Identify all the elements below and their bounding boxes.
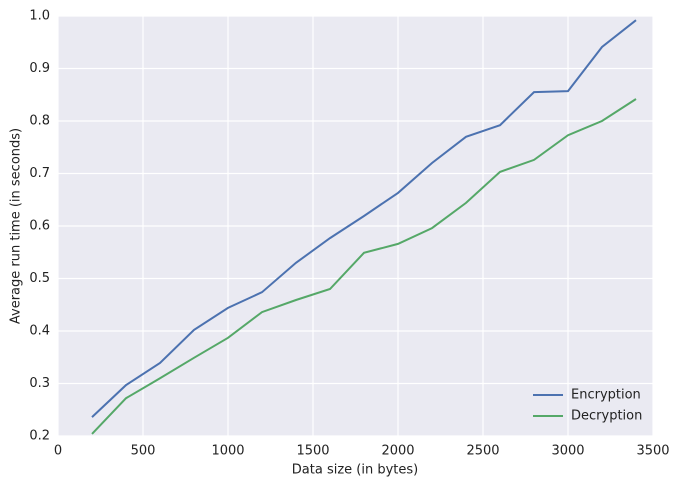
x-tick-label: 500 [131,444,156,459]
y-tick-label: 0.6 [29,219,50,234]
y-tick-label: 0.4 [29,324,50,339]
y-tick-label: 0.8 [29,114,50,129]
legend-label: Decryption [571,409,642,424]
y-tick-label: 0.5 [29,271,50,286]
x-tick-label: 2000 [381,444,414,459]
x-tick-label: 3500 [636,444,669,459]
x-tick-label: 1000 [211,444,244,459]
y-tick-label: 1.0 [29,9,50,24]
x-tick-label: 3000 [551,444,584,459]
x-tick-label: 1500 [296,444,329,459]
y-axis-label: Average run time (in seconds) [9,128,24,324]
x-axis-label: Data size (in bytes) [292,463,418,478]
y-tick-label: 0.2 [29,429,50,444]
line [91,98,637,435]
x-tick-label: 0 [54,444,62,459]
y-tick-label: 0.3 [29,376,50,391]
line [91,19,637,418]
x-tick-label: 2500 [466,444,499,459]
legend-label: Encryption [571,388,641,403]
y-tick-label: 0.7 [29,166,50,181]
y-tick-label: 0.9 [29,61,50,76]
